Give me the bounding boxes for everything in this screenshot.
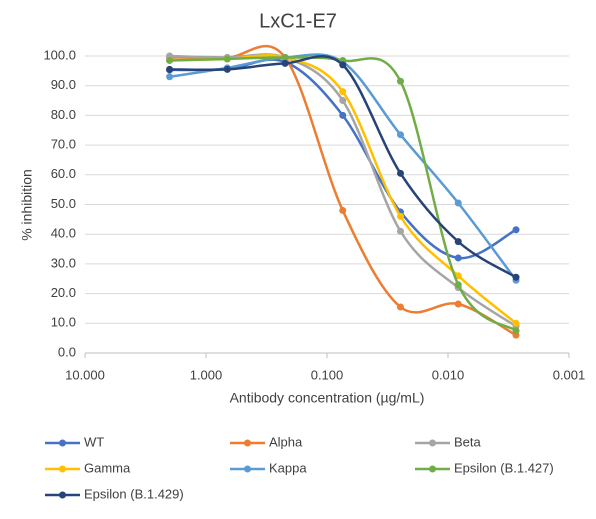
data-point — [396, 131, 404, 139]
data-point — [281, 59, 289, 67]
data-point — [339, 111, 347, 119]
data-point — [396, 77, 404, 85]
data-point — [281, 53, 289, 61]
data-point — [512, 327, 520, 335]
y-tick-label: 40.0 — [51, 226, 76, 241]
data-point — [223, 65, 231, 73]
legend-label: WT — [84, 434, 104, 449]
series-line — [169, 54, 517, 325]
y-axis-title: % inhibition — [19, 169, 35, 241]
chart-title: LxC1-E7 — [259, 10, 337, 32]
x-tick-label: 0.010 — [432, 367, 465, 382]
y-tick-label: 0.0 — [58, 344, 76, 359]
legend-label: Epsilon (B.1.427) — [454, 460, 554, 475]
data-point — [166, 73, 174, 81]
legend-label: Kappa — [269, 460, 307, 475]
data-point — [339, 61, 347, 69]
data-point — [512, 273, 520, 281]
data-point — [454, 199, 462, 207]
data-point — [396, 169, 404, 177]
data-point — [396, 227, 404, 235]
y-tick-label: 100.0 — [43, 47, 76, 62]
data-point — [512, 319, 520, 327]
data-point — [166, 56, 174, 64]
x-tick-label: 0.001 — [553, 367, 586, 382]
x-tick-label: 10.000 — [65, 367, 105, 382]
data-point — [223, 55, 231, 63]
y-tick-label: 50.0 — [51, 196, 76, 211]
data-point — [454, 300, 462, 308]
data-point — [396, 303, 404, 311]
x-axis-title: Antibody concentration (µg/mL) — [230, 390, 425, 406]
data-point — [339, 97, 347, 105]
legend-marker — [59, 491, 66, 499]
legend-label: Epsilon (B.1.429) — [84, 486, 184, 501]
legend-marker — [429, 465, 436, 473]
data-point — [454, 254, 462, 262]
legend-marker — [429, 439, 436, 447]
data-point — [339, 206, 347, 214]
legend-marker — [244, 465, 251, 473]
data-point — [454, 281, 462, 289]
data-point — [512, 226, 520, 234]
x-tick-label: 1.000 — [190, 367, 223, 382]
y-tick-label: 80.0 — [51, 107, 76, 122]
legend-marker — [59, 465, 66, 473]
y-tick-label: 20.0 — [51, 285, 76, 300]
legend-label: Beta — [454, 434, 482, 449]
y-tick-label: 30.0 — [51, 255, 76, 270]
data-point — [396, 212, 404, 220]
legend-marker — [244, 439, 251, 447]
y-tick-label: 70.0 — [51, 137, 76, 152]
legend-marker — [59, 439, 66, 447]
data-point — [339, 88, 347, 96]
legend-label: Alpha — [269, 434, 303, 449]
x-tick-label: 0.100 — [311, 367, 344, 382]
legend-label: Gamma — [84, 460, 131, 475]
data-point — [454, 238, 462, 246]
y-tick-label: 60.0 — [51, 166, 76, 181]
data-point — [166, 65, 174, 73]
y-tick-label: 90.0 — [51, 77, 76, 92]
y-tick-label: 10.0 — [51, 315, 76, 330]
